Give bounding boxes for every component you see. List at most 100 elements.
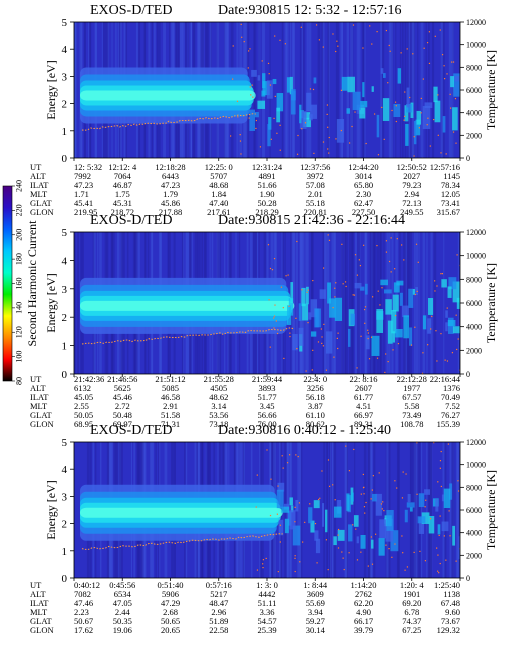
noise-dot [289, 335, 291, 338]
intensity-patch [290, 282, 294, 304]
noise-dot [328, 152, 330, 154]
table-cell: 48.47 [209, 598, 228, 608]
spectrogram-streak [380, 232, 382, 374]
noise-dot [362, 487, 365, 489]
intensity-patch [364, 283, 368, 295]
table-row-label: GLAT [30, 616, 53, 626]
noise-dot [343, 568, 345, 571]
noise-dot [364, 512, 366, 514]
noise-dot [413, 155, 415, 157]
spectrogram-streak [427, 22, 430, 158]
noise-dot [335, 50, 337, 53]
noise-dot [395, 314, 397, 317]
noise-dot [255, 506, 257, 508]
intensity-patch [298, 327, 304, 346]
noise-dot [358, 259, 360, 261]
table-cell: 5625 [114, 383, 131, 393]
intensity-patch [385, 299, 392, 315]
noise-dot [406, 566, 409, 568]
noise-dot [340, 129, 342, 132]
noise-dot [296, 153, 299, 155]
spectrogram-streak [343, 232, 346, 374]
intensity-patch [310, 520, 315, 533]
noise-dot [435, 330, 437, 332]
noise-dot [332, 33, 334, 35]
intensity-patch [359, 107, 366, 119]
spectrogram-streak [74, 232, 77, 374]
noise-dot [354, 111, 356, 113]
noise-dot [444, 359, 446, 361]
table-cell: 47.40 [209, 198, 228, 208]
table-cell: 50.67 [74, 616, 93, 626]
noise-dot [380, 503, 383, 505]
table-cell: 1.84 [211, 189, 227, 199]
noise-dot [354, 254, 357, 256]
table-cell: 2027 [403, 171, 420, 181]
intensity-patch [360, 100, 368, 108]
noise-dot [312, 349, 314, 351]
intensity-patch [371, 539, 374, 549]
noise-dot [327, 569, 329, 571]
intensity-patch [303, 117, 311, 128]
y2-tick-label: 12000 [466, 438, 486, 447]
noise-dot [280, 286, 283, 288]
intensity-patch [376, 309, 384, 333]
spectrogram-streak [74, 22, 76, 158]
noise-dot [336, 40, 338, 42]
noise-dot [279, 149, 281, 151]
table-cell: 12:50:52 [397, 162, 427, 172]
spectrogram-streak [383, 232, 385, 374]
spectrogram-streak [430, 442, 432, 578]
spectrogram-streak [425, 22, 427, 158]
noise-dot [281, 455, 283, 457]
spectrogram-streak [373, 232, 377, 374]
noise-dot [306, 291, 308, 293]
spectrogram-streak [299, 232, 303, 374]
spectrogram-streak [413, 232, 416, 374]
intensity-patch [392, 331, 396, 343]
noise-dot [397, 342, 400, 345]
table-cell: 2.30 [356, 189, 371, 199]
noise-dot [379, 304, 381, 306]
noise-dot [274, 304, 276, 306]
table-cell: 1.90 [260, 189, 275, 199]
spectrogram-streak [440, 22, 444, 158]
spectrogram-streak [409, 22, 413, 158]
y-tick-label: 3 [62, 491, 68, 503]
table-cell: 219.95 [74, 207, 97, 217]
intensity-patch [409, 507, 413, 512]
noise-dot [337, 347, 339, 350]
intensity-patch [447, 286, 452, 298]
table-cell: 129.32 [437, 625, 460, 635]
noise-dot [362, 473, 364, 476]
table-row-label: MLT [30, 189, 48, 199]
noise-dot [334, 499, 336, 501]
noise-dot [295, 317, 297, 319]
intensity-patch [397, 68, 402, 84]
table-cell: 69.97 [113, 419, 132, 429]
intensity-patch [308, 507, 313, 524]
y-axis-label: Energy [eV] [44, 480, 58, 539]
noise-dot [315, 24, 318, 26]
table-cell: 61.10 [306, 410, 325, 420]
intensity-patch [405, 123, 409, 146]
noise-dot [337, 547, 340, 549]
intensity-patch [387, 320, 393, 344]
colorbar-label: Second Harmonic Current [25, 220, 39, 347]
noise-dot [255, 127, 257, 130]
intensity-patch [346, 493, 350, 511]
colorbar-tick-label: 240 [15, 180, 24, 192]
noise-dot [418, 127, 420, 129]
noise-dot [340, 89, 343, 91]
colorbar-tick-label: 220 [15, 204, 24, 216]
intensity-patch [313, 77, 317, 84]
noise-dot [425, 499, 427, 501]
table-cell: 72.13 [402, 198, 421, 208]
noise-dot [355, 528, 357, 530]
noise-dot [381, 287, 383, 289]
intensity-patch [334, 297, 343, 321]
intensity-patch [433, 86, 438, 103]
spectrogram-streak [309, 22, 312, 158]
table-cell: 217.61 [207, 207, 230, 217]
intensity-patch [386, 509, 394, 531]
